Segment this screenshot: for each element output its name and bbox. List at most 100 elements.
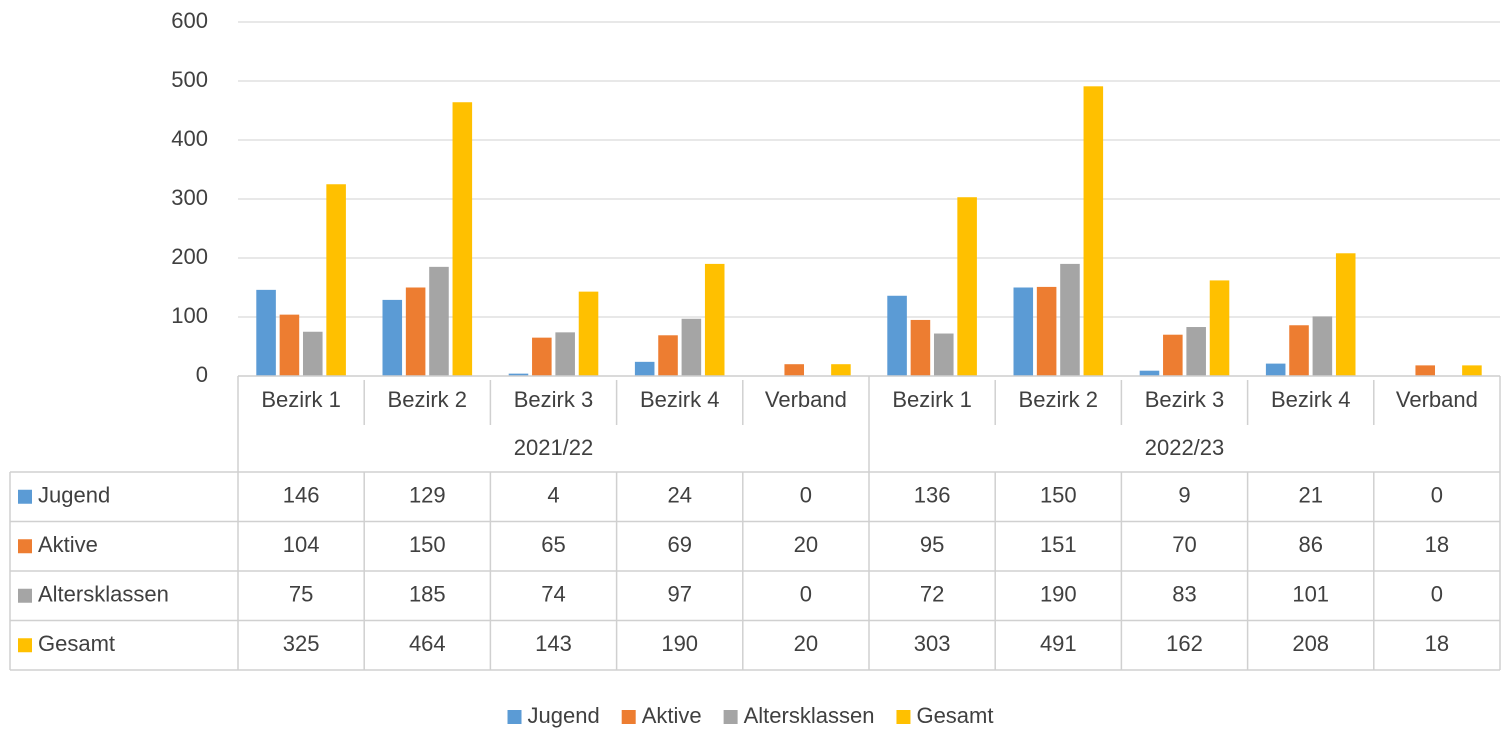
table-cell: 75 [289, 582, 313, 607]
group-label: 2021/22 [514, 435, 594, 460]
table-cell: 136 [914, 483, 951, 508]
table-cell: 65 [541, 532, 565, 557]
y-tick-label: 500 [171, 67, 208, 92]
bar [405, 287, 426, 376]
bar [256, 289, 276, 376]
table-cell: 83 [1172, 582, 1196, 607]
bar [1335, 253, 1356, 376]
x-tick-label: Verband [765, 387, 847, 412]
bar [1139, 370, 1160, 376]
table-cell: 86 [1298, 532, 1322, 557]
bar [1060, 263, 1080, 376]
table-cell: 325 [283, 631, 320, 656]
bar [704, 263, 725, 376]
table-cell: 74 [541, 582, 565, 607]
legend-key [896, 710, 911, 724]
legend: Jugend Aktive Altersklassen Gesamt [507, 703, 993, 728]
table-cell: 162 [1166, 631, 1203, 656]
table-cell: 146 [283, 483, 320, 508]
y-tick-label: 300 [171, 185, 208, 210]
table-cell: 0 [1431, 582, 1443, 607]
table-row-label: Aktive [38, 532, 98, 557]
table-cell: 4 [547, 483, 559, 508]
table-cell: 464 [409, 631, 446, 656]
table-cell: 20 [794, 532, 818, 557]
bar [302, 331, 323, 376]
x-tick-label: Bezirk 4 [1271, 387, 1350, 412]
table-cell: 101 [1292, 582, 1329, 607]
bar [1083, 86, 1104, 376]
bar [326, 184, 346, 376]
bar [831, 364, 851, 376]
table-cell: 303 [914, 631, 951, 656]
group-label: 2022/23 [1145, 435, 1225, 460]
table-cell: 70 [1172, 532, 1196, 557]
y-tick-label: 600 [171, 8, 208, 33]
table-cell: 20 [794, 631, 818, 656]
x-tick-label: Bezirk 2 [1019, 387, 1098, 412]
bar [1462, 365, 1482, 376]
table-row-label: Gesamt [38, 631, 115, 656]
bar [382, 299, 403, 376]
bar [634, 361, 655, 376]
bar [1036, 286, 1057, 376]
bar [429, 266, 449, 376]
table-row-label: Jugend [38, 483, 110, 508]
bar [532, 337, 552, 376]
y-tick-label: 0 [196, 362, 208, 387]
table-row-label: Altersklassen [38, 582, 169, 607]
x-tick-label: Verband [1396, 387, 1478, 412]
table-key [18, 588, 32, 603]
bar [784, 364, 805, 376]
bar [452, 102, 473, 377]
bar [578, 291, 599, 376]
bar [933, 333, 954, 376]
bar [1289, 325, 1309, 376]
table-cell: 143 [535, 631, 572, 656]
x-tick-label: Bezirk 1 [892, 387, 971, 412]
y-tick-label: 400 [171, 126, 208, 151]
table-key [18, 638, 32, 653]
x-tick-label: Bezirk 1 [261, 387, 340, 412]
y-tick-label: 200 [171, 244, 208, 269]
bar [681, 318, 702, 376]
table-cell: 190 [1040, 582, 1077, 607]
table-cell: 104 [283, 532, 320, 557]
table-cell: 129 [409, 483, 446, 508]
x-tick-label: Bezirk 3 [514, 387, 593, 412]
bar [1186, 327, 1206, 376]
table-cell: 18 [1425, 532, 1449, 557]
bar [1312, 316, 1333, 376]
table-cell: 208 [1292, 631, 1329, 656]
table-cell: 0 [800, 483, 812, 508]
bar [555, 332, 575, 376]
x-tick-label: Bezirk 3 [1145, 387, 1224, 412]
table-cell: 97 [667, 582, 691, 607]
table-cell: 72 [920, 582, 944, 607]
legend-label: Jugend [528, 703, 600, 728]
x-tick-label: Bezirk 2 [388, 387, 467, 412]
y-tick-label: 100 [171, 303, 208, 328]
bar [957, 197, 977, 376]
table-key [18, 489, 32, 504]
bar [1415, 365, 1436, 376]
bar [1163, 334, 1183, 376]
legend-label: Altersklassen [744, 703, 875, 728]
legend-key [723, 710, 738, 724]
table-cell: 0 [1431, 483, 1443, 508]
table-cell: 150 [1040, 483, 1077, 508]
bar [279, 314, 300, 376]
bar [910, 319, 931, 376]
table-cell: 185 [409, 582, 446, 607]
table-cell: 24 [667, 483, 691, 508]
table-cell: 0 [800, 582, 812, 607]
x-tick-label: Bezirk 4 [640, 387, 719, 412]
table-cell: 151 [1040, 532, 1077, 557]
table-cell: 150 [409, 532, 446, 557]
table-cell: 9 [1178, 483, 1190, 508]
table-cell: 18 [1425, 631, 1449, 656]
table-cell: 95 [920, 532, 944, 557]
bar [658, 335, 678, 376]
legend-key [507, 710, 522, 724]
